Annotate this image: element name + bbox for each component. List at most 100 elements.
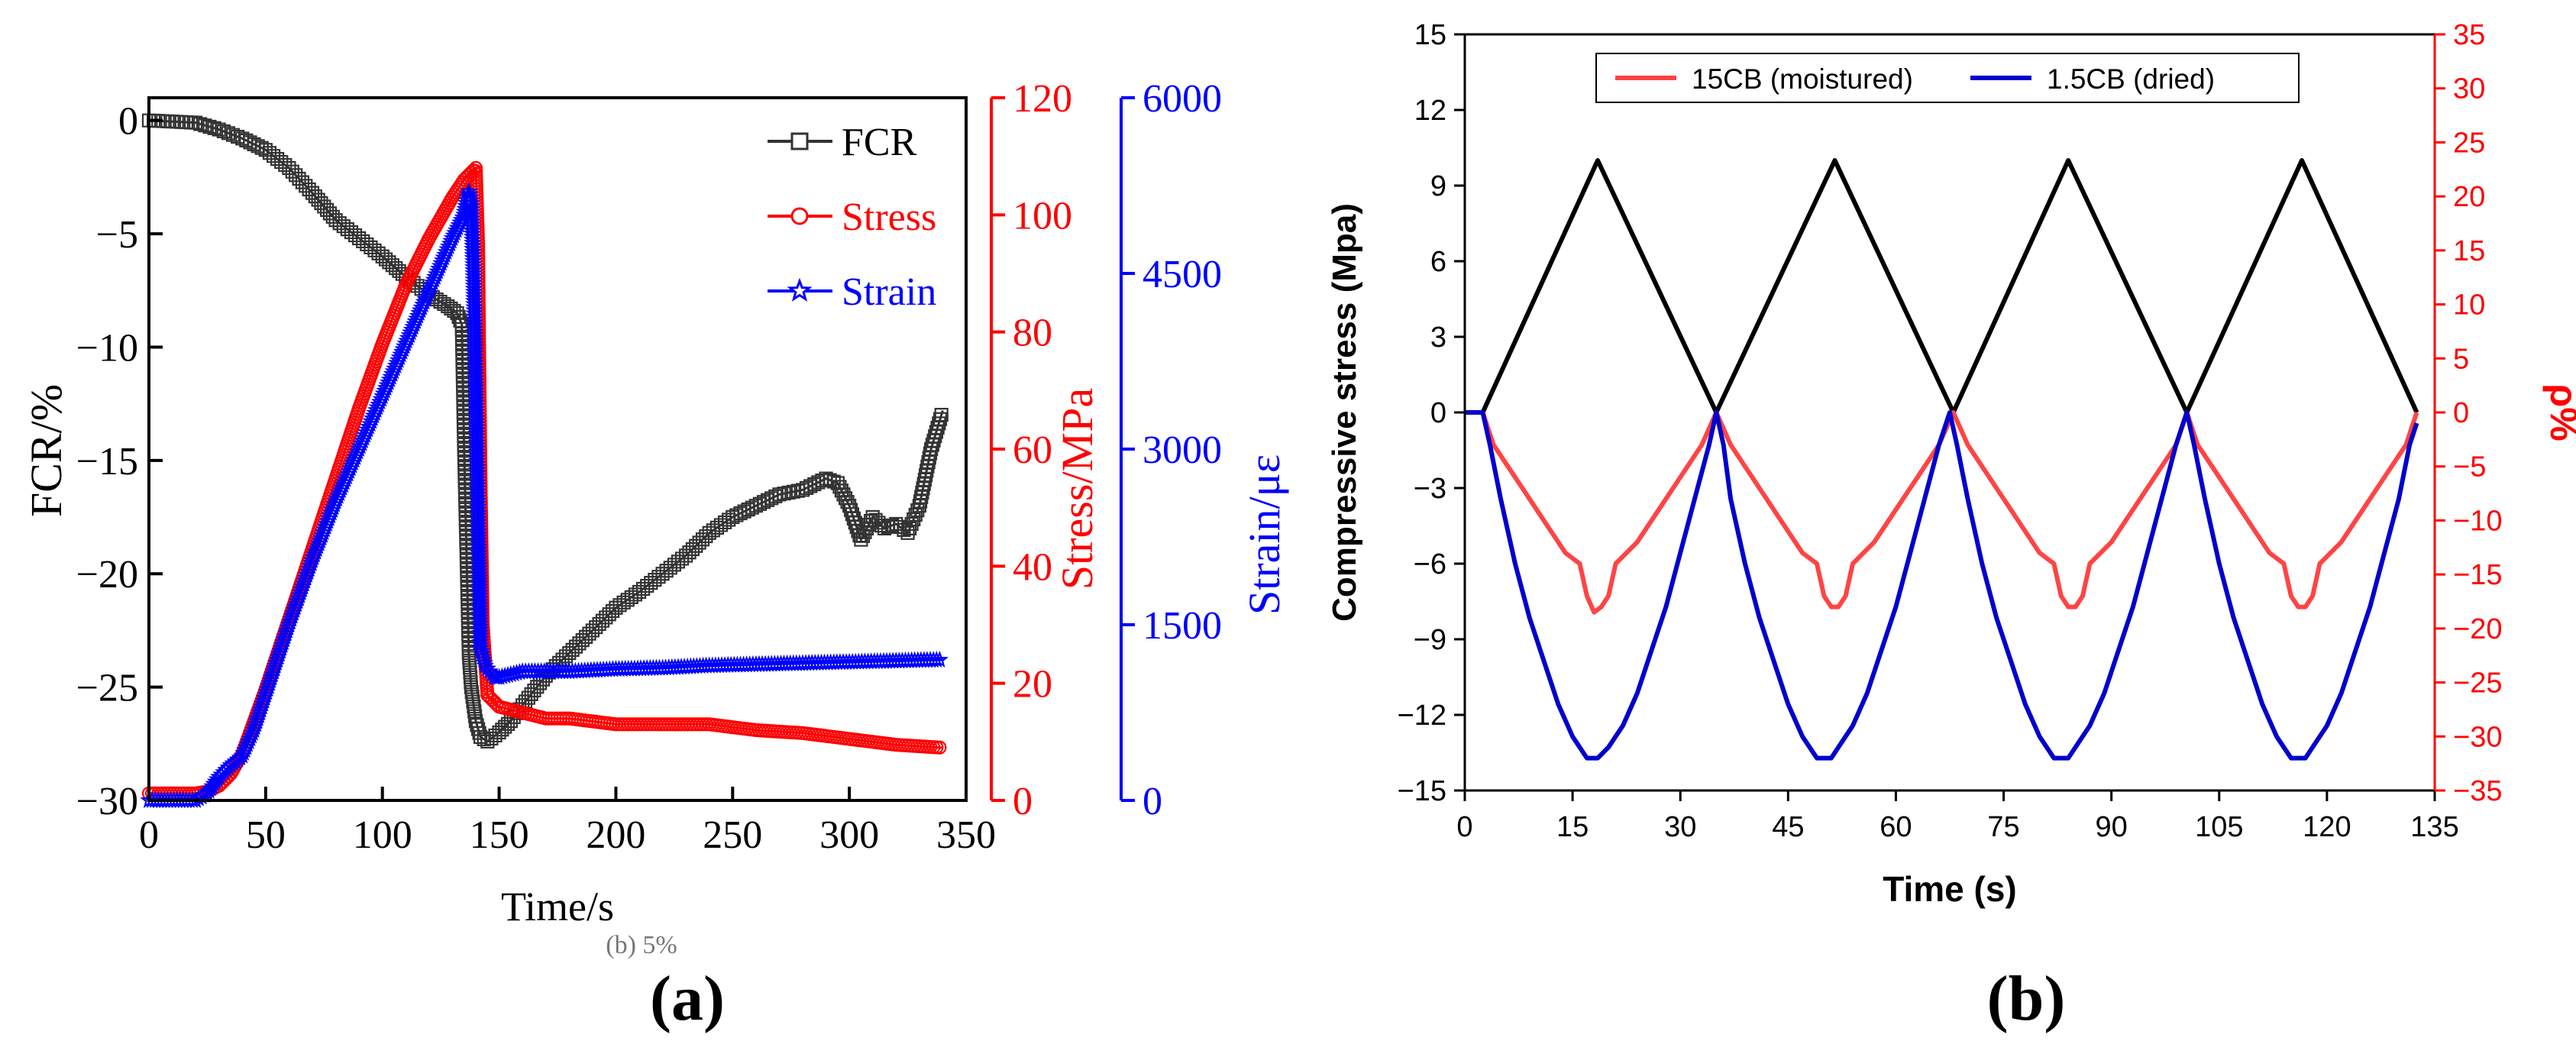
panel-b-legend: 15CB (moistured) 1.5CB (dried) xyxy=(1595,53,2300,103)
panel-a-fcr-axis-label: FCR/% xyxy=(21,384,71,517)
panel-a-strain-tick-label: 3000 xyxy=(1143,428,1222,472)
panel-a-x-tick-label: 350 xyxy=(936,813,996,857)
panel-b-legend-item: 1.5CB (dried) xyxy=(1970,63,2215,95)
panel-a-series-group xyxy=(140,113,949,808)
panel-a-fcr-tick-label: −20 xyxy=(76,553,138,596)
panel-b-right-tick-label: −15 xyxy=(2453,559,2502,591)
panel-a-stress-tick-label: 120 xyxy=(1013,77,1072,121)
panel-a-legend-swatch-marker xyxy=(787,277,813,302)
panel-b-x-axis-label: Time (s) xyxy=(1883,869,2017,909)
panel-b-right-tick-label: −5 xyxy=(2453,451,2486,483)
panel-a-legend-item: Strain xyxy=(768,270,936,314)
panel-a-strain-tick-label: 4500 xyxy=(1143,253,1222,296)
panel-b-x-tick-label: 30 xyxy=(1664,811,1696,843)
panel-b-legend-box xyxy=(1595,53,2300,103)
panel-b-x-tick-label: 45 xyxy=(1772,811,1804,843)
panel-b-right-axis: 35 30 25 20 15 10 5 0 −5 −10 −15 −20 −25 −30 −35 xyxy=(2433,19,2502,807)
panel-b-left-tick-label: −9 xyxy=(1414,624,1446,656)
panel-b-left-axis-label: Compressive stress (Mpa) xyxy=(1326,203,1363,622)
panel-a-strain-axis-label: Strain/με xyxy=(1240,454,1289,615)
panel-b-legend-label: 1.5CB (dried) xyxy=(2047,63,2215,95)
panel-a-x-tick-label: 150 xyxy=(470,813,529,857)
panel-a-strain-tick-label: 0 xyxy=(1143,780,1162,823)
panel-a-x-tick-label: 100 xyxy=(353,813,412,857)
panel-b-series-compressive-stress xyxy=(1465,158,2419,415)
panel-b-right-axis-label: ρ% xyxy=(2542,383,2576,441)
panel-a-stress-tick-label: 100 xyxy=(1013,194,1072,238)
panel-b-right-tick-label: −35 xyxy=(2453,775,2502,807)
panel-b-label: (b) xyxy=(1987,963,2066,1034)
panel-b-right-tick-label: 5 xyxy=(2453,343,2469,375)
panel-a-strain-line xyxy=(149,191,943,802)
panel-a-stress-tick-label: 80 xyxy=(1013,312,1052,355)
panel-a-strain-axis: 0 1500 3000 4500 6000 xyxy=(1120,77,1222,823)
panel-b-left-tick-label: −3 xyxy=(1414,473,1446,505)
panel-a-stress-tick-label: 20 xyxy=(1013,663,1052,706)
panel-b-x-tick-label: 105 xyxy=(2195,811,2243,843)
panel-b-left-tick-label: −12 xyxy=(1398,700,1446,732)
panel-b-right-tick-label: −25 xyxy=(2453,668,2502,700)
panel-a-fcr-tick-label: −25 xyxy=(76,667,138,710)
panel-b-chart: 0 15 30 45 60 75 90 105 120 135 15129630−3−6−9−12… xyxy=(1326,19,2576,909)
panel-a-legend-item: Stress xyxy=(768,196,936,239)
panel-a-fcr-tick-label: 0 xyxy=(118,100,138,144)
panel-b-right-tick-label: −30 xyxy=(2453,721,2502,753)
panel-b-right-tick-label: −10 xyxy=(2453,505,2502,537)
panel-b-left-tick-label: 0 xyxy=(1430,397,1446,429)
panel-b-x-tick-label: 75 xyxy=(1987,811,2019,843)
panel-a-stress-axis: 0 20 40 60 80 100 120 xyxy=(990,77,1072,823)
panel-a-x-tick-label: 250 xyxy=(703,813,762,857)
panel-a-plot-frame xyxy=(147,96,968,802)
panel-a-label: (a) xyxy=(650,963,725,1034)
panel-a-x-tick-label: 50 xyxy=(246,813,286,857)
panel-a-x-tick-label: 300 xyxy=(819,813,879,857)
panel-a-legend: FCR Stress Strain xyxy=(768,121,936,314)
panel-b-series-group xyxy=(1465,158,2419,761)
panel-a-x-axis-label: Time/s xyxy=(501,884,614,929)
panel-a-legend-swatch-marker xyxy=(790,207,809,225)
panel-b-x-axis: 0 15 30 45 60 75 90 105 120 135 xyxy=(1456,790,2459,843)
panel-a-x-axis: 0 50 100 150 200 250 300 350 xyxy=(139,787,996,857)
panel-a-stress-tick-label: 60 xyxy=(1013,428,1052,472)
panel-b-left-tick-label: 12 xyxy=(1414,95,1446,127)
panel-b-left-tick-label: −15 xyxy=(1398,775,1446,807)
panel-b-right-tick-label: −20 xyxy=(2453,613,2502,645)
panel-a-legend-label: Strain xyxy=(842,270,936,314)
panel-a-chart: 0 50 100 150 200 250 300 350 0−5−10−15−20−25−30… xyxy=(21,77,1289,959)
panel-b-right-tick-label: 20 xyxy=(2453,181,2485,213)
panel-a-stress-tick-label: 40 xyxy=(1013,545,1052,589)
panel-a-series-strain xyxy=(140,182,949,808)
panel-a-x-tick-label: 0 xyxy=(139,813,159,857)
panel-b-legend-item: 15CB (moistured) xyxy=(1615,63,1913,95)
panel-b-x-tick-label: 0 xyxy=(1456,811,1472,843)
panel-a-fcr-tick-label: −15 xyxy=(76,440,138,483)
panel-b-right-tick-label: 0 xyxy=(2453,397,2469,429)
panel-a-footnote: (b) 5% xyxy=(606,931,677,959)
panel-b-right-tick-label: 15 xyxy=(2453,235,2485,267)
panel-b-series-1-5cb-dried- xyxy=(1465,410,2419,761)
panel-a-fcr-tick-label: −10 xyxy=(76,326,138,370)
panel-a-stress-axis-label: Stress/MPa xyxy=(1052,388,1102,590)
panel-a-strain-tick-label: 1500 xyxy=(1143,604,1222,648)
panel-b-x-tick-label: 60 xyxy=(1879,811,1912,843)
panel-a-legend-label: Stress xyxy=(842,196,936,239)
panel-a-legend-item: FCR xyxy=(768,121,917,164)
panel-b-right-tick-label: 10 xyxy=(2453,289,2485,322)
panel-b-right-tick-label: 35 xyxy=(2453,19,2485,51)
panel-b-x-tick-label: 120 xyxy=(2303,811,2351,843)
panel-b-right-tick-label: 30 xyxy=(2453,73,2485,105)
panel-a-fcr-tick-label: −30 xyxy=(76,780,138,823)
panel-b-x-tick-label: 135 xyxy=(2410,811,2458,843)
panel-b-x-tick-label: 15 xyxy=(1556,811,1589,843)
panel-a-x-tick-label: 200 xyxy=(586,813,645,857)
panel-a-fcr-tick-label: −5 xyxy=(96,213,138,257)
panel-b-x-tick-label: 90 xyxy=(2096,811,2128,843)
panel-b-right-tick-label: 25 xyxy=(2453,127,2485,159)
panel-b-left-tick-label: 3 xyxy=(1430,322,1446,354)
panel-a-fcr-axis: 0 −5 −10 −15 −20 −25 −30 xyxy=(76,100,163,823)
panel-b-legend-label: 15CB (moistured) xyxy=(1692,63,1913,95)
panel-a-legend-label: FCR xyxy=(842,121,917,164)
panel-b-left-tick-label: 9 xyxy=(1430,170,1446,202)
